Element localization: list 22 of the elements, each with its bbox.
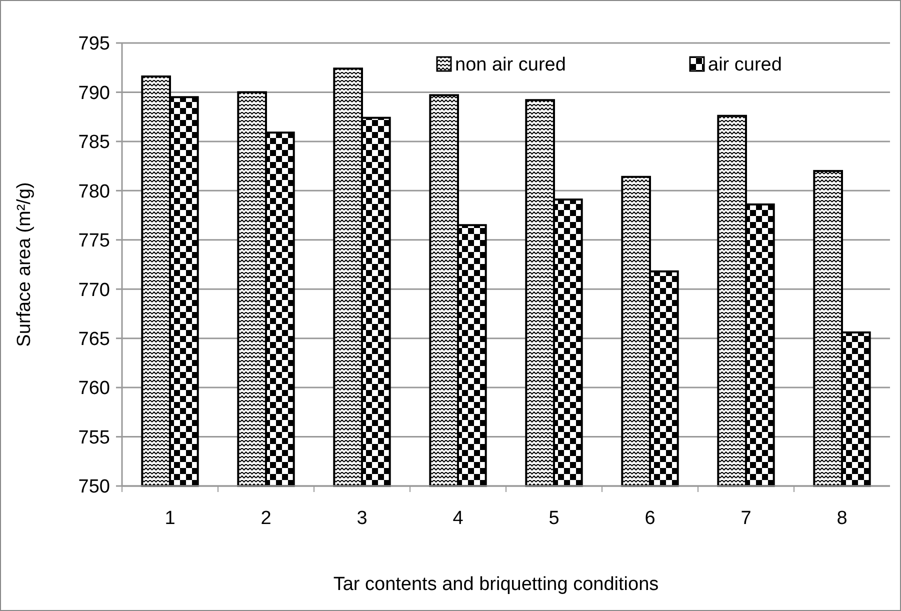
legend-label: non air cured <box>455 54 566 76</box>
x-tick-label: 4 <box>452 508 464 529</box>
x-tick-label: 7 <box>740 508 752 529</box>
y-tick-label: 775 <box>78 230 110 252</box>
x-tick-label: 6 <box>644 508 656 529</box>
y-tick-label: 765 <box>78 328 110 350</box>
x-tick-label: 2 <box>260 508 272 529</box>
y-tick-label: 770 <box>78 280 110 301</box>
x-axis-title: Tar contents and briquetting conditions <box>333 574 659 595</box>
y-tick-label: 760 <box>78 378 110 400</box>
legend-label: air cured <box>708 54 782 76</box>
y-tick-label: 780 <box>78 181 110 202</box>
y-axis-title: Surface area (m²/g) <box>14 182 35 347</box>
y-tick-label: 750 <box>78 476 110 498</box>
y-tick-label: 755 <box>78 427 110 448</box>
y-tick-label: 790 <box>78 82 110 104</box>
y-tick-label: 795 <box>78 34 110 55</box>
x-tick-label: 8 <box>836 508 848 529</box>
x-tick-label: 3 <box>356 508 368 529</box>
x-tick-label: 1 <box>164 508 176 529</box>
y-tick-label: 785 <box>78 132 110 154</box>
x-tick-label: 5 <box>548 508 560 529</box>
